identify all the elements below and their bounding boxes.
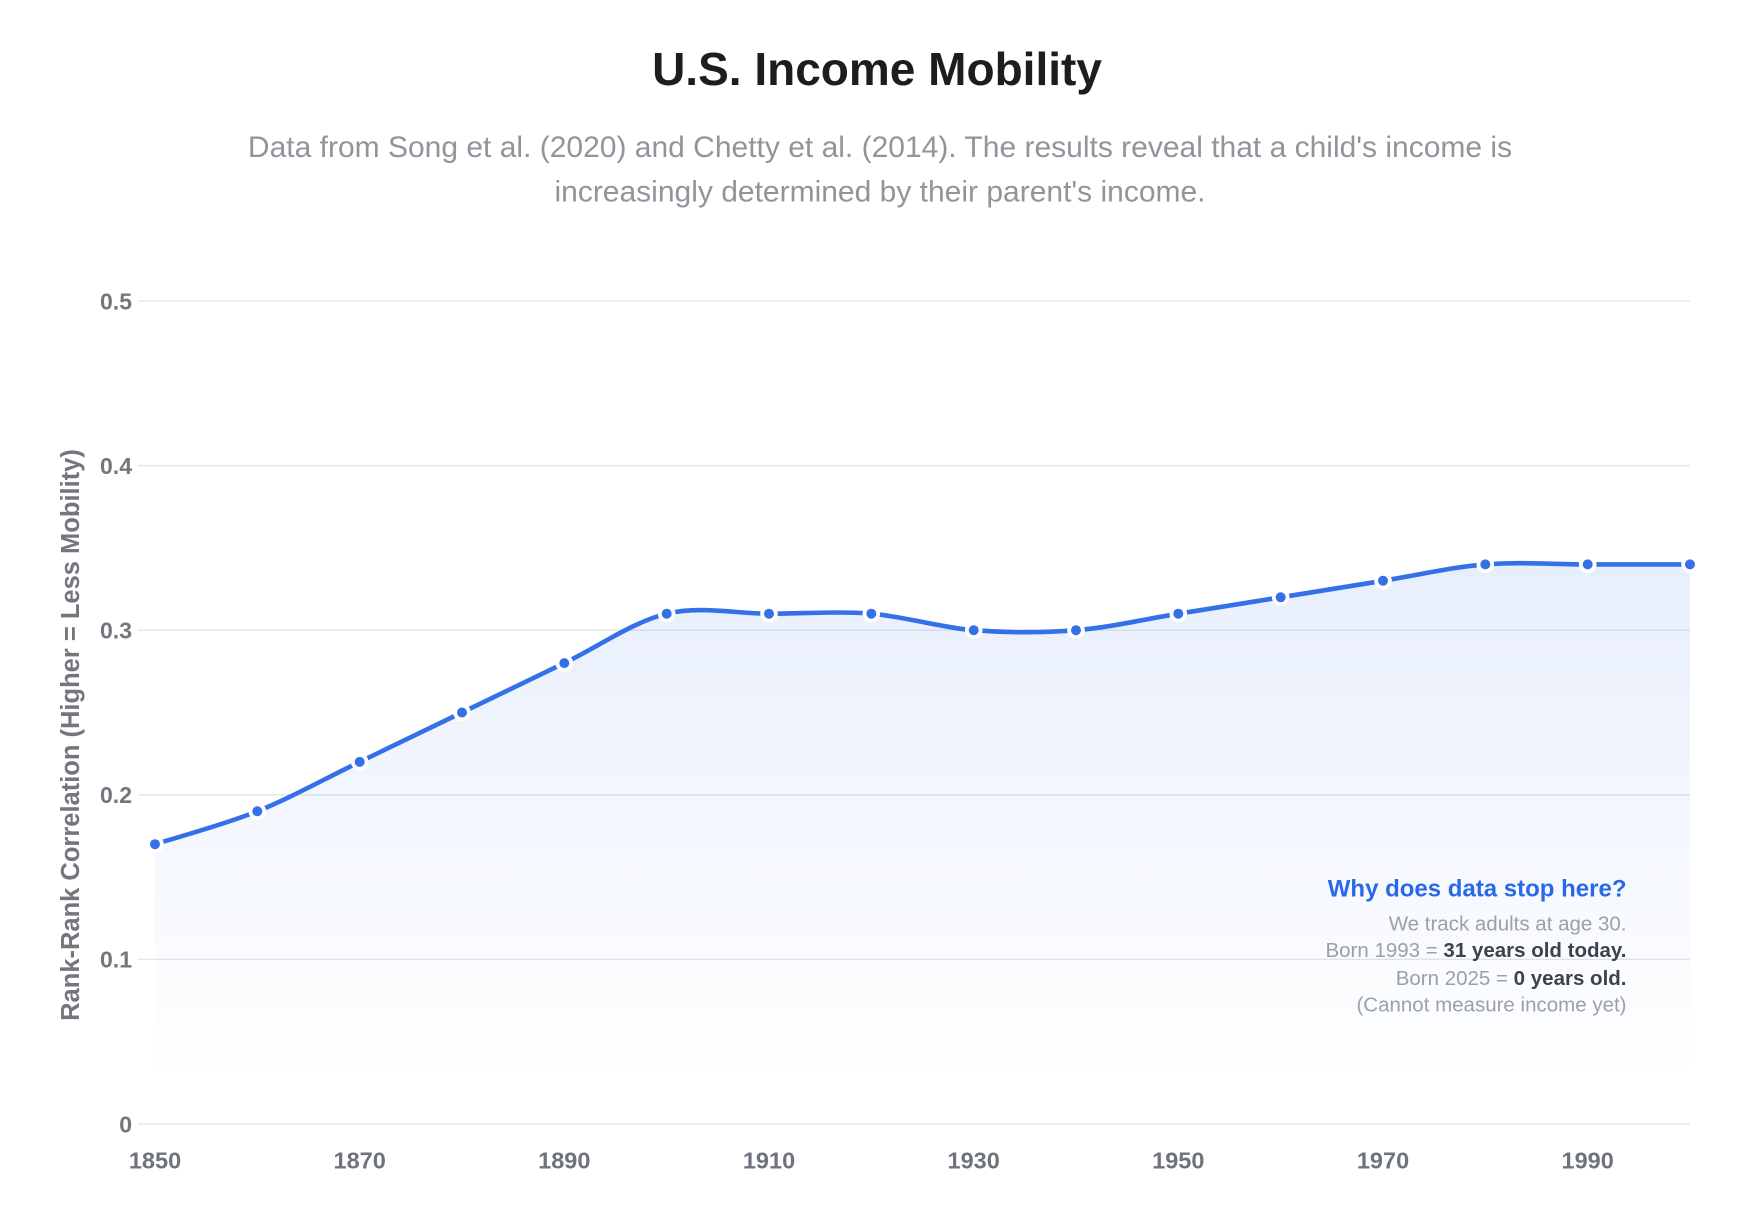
svg-text:increasingly determined by the: increasingly determined by their parent'… xyxy=(554,176,1205,209)
svg-text:Data from Song et al. (2020) a: Data from Song et al. (2020) and Chetty … xyxy=(248,131,1512,164)
svg-text:0.1: 0.1 xyxy=(100,947,132,973)
svg-text:0.4: 0.4 xyxy=(100,453,132,479)
svg-text:U.S. Income Mobility: U.S. Income Mobility xyxy=(652,43,1102,95)
svg-text:1890: 1890 xyxy=(538,1148,590,1174)
svg-text:1850: 1850 xyxy=(129,1148,181,1174)
svg-text:(Cannot measure income yet): (Cannot measure income yet) xyxy=(1356,994,1626,1017)
svg-text:1930: 1930 xyxy=(948,1148,1000,1174)
svg-text:We track adults at age 30.: We track adults at age 30. xyxy=(1389,913,1627,936)
svg-text:1950: 1950 xyxy=(1152,1148,1204,1174)
svg-text:0: 0 xyxy=(119,1111,132,1137)
svg-text:0.2: 0.2 xyxy=(100,782,132,808)
svg-text:Born 2025 = 0 years old.: Born 2025 = 0 years old. xyxy=(1396,967,1627,990)
svg-text:0.3: 0.3 xyxy=(100,618,132,644)
svg-text:Why does data stop here?: Why does data stop here? xyxy=(1328,875,1627,902)
svg-text:Born 1993 = 31 years old today: Born 1993 = 31 years old today. xyxy=(1325,939,1626,962)
svg-text:1990: 1990 xyxy=(1562,1148,1614,1174)
svg-text:1910: 1910 xyxy=(743,1148,795,1174)
svg-text:0.5: 0.5 xyxy=(100,288,132,314)
svg-text:Rank-Rank Correlation (Higher: Rank-Rank Correlation (Higher = Less Mob… xyxy=(57,449,85,1021)
svg-text:1870: 1870 xyxy=(334,1148,386,1174)
svg-text:1970: 1970 xyxy=(1357,1148,1409,1174)
